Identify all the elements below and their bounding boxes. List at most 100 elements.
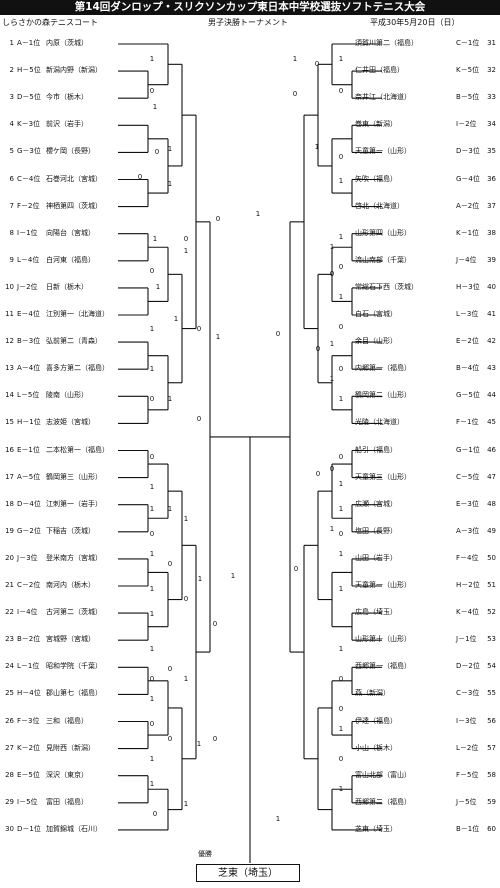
right-entry-row: 矢吹（福島） G－4位 36 [0, 174, 500, 184]
entry-seed: H－5位 [17, 66, 41, 75]
entry-seed: F－5位 [456, 770, 479, 779]
right-entry-row: 天童第三（山形） C－5位 47 [0, 472, 500, 482]
entry-name: 広瀬（宮城） [355, 499, 397, 508]
entry-number: 15 [5, 418, 14, 427]
match-score: 1 [149, 325, 155, 333]
entry-seed: A－2位 [456, 201, 480, 210]
match-score: 1 [230, 572, 236, 580]
entry-seed: B－1位 [456, 824, 480, 833]
match-score: 0 [212, 620, 218, 628]
entry-number: 1 [9, 39, 14, 47]
match-score: 0 [149, 453, 155, 461]
entry-seed: G－2位 [17, 526, 41, 535]
match-score: 0 [329, 465, 335, 473]
entry-name: 弘前第二（青森） [46, 337, 102, 346]
match-score: 1 [149, 365, 155, 373]
left-entry-row: 5 G－3位 櫻ケ岡（長野） [0, 146, 120, 156]
right-entry-row: 天童第一（山形） H－2位 51 [0, 580, 500, 590]
match-score: 0 [315, 470, 321, 478]
match-score: 1 [167, 145, 173, 153]
left-entry-row: 28 E－5位 深沢（東京） [0, 770, 120, 780]
entry-number: 9 [9, 255, 14, 264]
match-score: 1 [275, 815, 281, 823]
match-score: 0 [338, 87, 344, 95]
match-score: 1 [183, 800, 189, 808]
entry-name: 光陵（北海道） [355, 418, 404, 427]
entry-seed: H－1位 [17, 418, 41, 427]
match-score: 1 [183, 515, 189, 523]
right-entry-row: 西郷第二（福島） J－5位 59 [0, 797, 500, 807]
entry-seed: C－5位 [456, 472, 480, 481]
match-score: 0 [137, 173, 143, 181]
left-entry-row: 23 B－2位 宮城野（宮城） [0, 634, 120, 644]
left-entry-row: 10 J－2位 日新（栃木） [0, 282, 120, 292]
entry-number: 11 [5, 310, 14, 318]
entry-number: 59 [487, 797, 496, 806]
entry-name: 南河内（栃木） [46, 581, 95, 589]
left-entry-row: 7 F－2位 神栖第四（茨城） [0, 201, 120, 211]
match-score: 1 [149, 780, 155, 788]
entry-name: 内郷第一（福島） [355, 364, 411, 373]
right-entry-row: 内郷第一（福島） B－4位 43 [0, 363, 500, 373]
entry-seed: H－4位 [17, 689, 41, 698]
entry-seed: C－4位 [17, 174, 41, 183]
right-entry-row: 常総石下西（茨城） H－3位 40 [0, 282, 500, 292]
entry-name: 流山南部（千葉） [355, 255, 411, 264]
entry-number: 49 [487, 526, 496, 535]
entry-number: 16 [5, 445, 14, 454]
entry-seed: K－5位 [456, 66, 480, 75]
entry-number: 46 [487, 445, 496, 454]
entry-name: 白石（宮城） [355, 310, 397, 318]
match-score: 0 [183, 235, 189, 243]
entry-number: 38 [487, 228, 496, 237]
entry-number: 44 [487, 391, 496, 400]
entry-number: 7 [9, 201, 14, 210]
match-score: 0 [149, 530, 155, 538]
entry-number: 23 [5, 635, 14, 644]
champion-label: 優勝 [198, 850, 212, 858]
right-entry-row: 船引（福島） G－1位 46 [0, 445, 500, 455]
match-score: 1 [338, 785, 344, 793]
entry-seed: F－4位 [456, 553, 479, 562]
entry-name: 富山北部（富山） [355, 770, 411, 779]
venue-label: しらさかの森テニスコート [2, 18, 98, 27]
entry-seed: C－2位 [17, 581, 41, 589]
right-entry-row: 余目（山形） E－2位 42 [0, 336, 500, 346]
match-score: 0 [338, 263, 344, 271]
match-score: 0 [212, 735, 218, 743]
match-score: 1 [329, 525, 335, 533]
right-entry-row: 塩田（長野） A－3位 49 [0, 526, 500, 536]
match-score: 1 [338, 585, 344, 593]
match-score: 1 [149, 585, 155, 593]
match-score: 1 [167, 180, 173, 188]
match-score: 1 [329, 375, 335, 383]
entry-name: 加賀錦城（石川） [46, 824, 102, 833]
entry-number: 4 [9, 120, 14, 129]
entry-number: 31 [487, 39, 496, 47]
match-score: 0 [149, 675, 155, 683]
entry-number: 47 [487, 472, 496, 481]
right-entry-row: 白石（宮城） L－3位 41 [0, 309, 500, 319]
match-score: 1 [196, 740, 202, 748]
date-label: 平成30年5月20日（日） [370, 18, 460, 27]
entry-seed: J－3位 [17, 553, 38, 562]
match-score: 1 [255, 210, 261, 218]
match-score: 1 [338, 725, 344, 733]
right-entry-row: 広瀬（宮城） E－3位 48 [0, 499, 500, 509]
entry-number: 41 [487, 310, 496, 318]
match-score: 1 [338, 550, 344, 558]
right-entry-row: 小山（栃木） L－2位 57 [0, 743, 500, 753]
entry-seed: B－2位 [17, 635, 41, 644]
entry-seed: B－5位 [456, 93, 480, 102]
entry-name: 前沢（岩手） [46, 120, 88, 129]
match-score: 0 [183, 595, 189, 603]
entry-seed: E－1位 [17, 445, 40, 454]
match-score: 1 [338, 233, 344, 241]
match-score: 1 [149, 550, 155, 558]
entry-name: 二本松第一（福島） [46, 445, 109, 454]
match-score: 0 [329, 270, 335, 278]
entry-name: 西郷第一（福島） [355, 662, 411, 671]
entry-number: 17 [5, 472, 14, 481]
match-score: 0 [338, 705, 344, 713]
left-entry-row: 12 B－3位 弘前第二（青森） [0, 336, 120, 346]
